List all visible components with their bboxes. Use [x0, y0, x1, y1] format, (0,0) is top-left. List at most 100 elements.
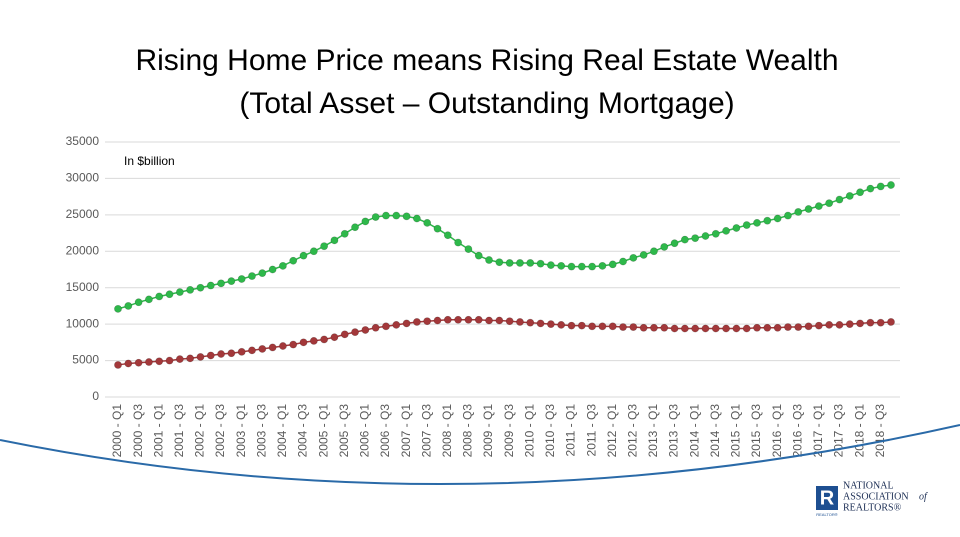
data-point	[175, 288, 184, 296]
data-point	[433, 316, 442, 325]
data-point	[186, 285, 195, 294]
data-point	[258, 269, 267, 278]
x-tick-label: 2001 - Q3	[172, 404, 186, 458]
data-point	[464, 315, 473, 324]
data-point	[608, 322, 617, 331]
data-point	[351, 223, 359, 232]
data-point	[423, 218, 432, 227]
data-point	[371, 213, 380, 221]
x-tick-label: 2003 - Q1	[234, 404, 248, 458]
data-point	[330, 333, 339, 342]
data-point	[217, 350, 225, 358]
data-point	[433, 224, 442, 233]
plot: 0 5000 10000 15000 20000 25000 30000 35000 2000 …	[66, 134, 900, 457]
data-point	[145, 358, 153, 366]
data-point	[825, 320, 834, 329]
x-tick-label: 2000 - Q1	[110, 404, 124, 458]
data-point	[237, 347, 246, 356]
data-point	[753, 323, 761, 332]
data-point	[443, 231, 452, 240]
data-point	[392, 211, 401, 220]
data-point	[784, 211, 792, 220]
x-tick-label: 2015 - Q1	[729, 404, 743, 458]
y-tick-label: 0	[92, 389, 99, 403]
x-tick-label: 2013 - Q1	[646, 404, 660, 458]
logo-line: REALTORS®	[843, 502, 902, 513]
data-point	[227, 277, 236, 286]
x-tick-label: 2005 - Q1	[316, 404, 330, 458]
data-point	[794, 208, 803, 216]
data-point	[845, 320, 854, 329]
logo-line: of	[919, 491, 928, 502]
data-point	[268, 343, 277, 352]
data-point	[835, 195, 844, 204]
data-point	[495, 258, 504, 267]
data-point	[495, 316, 504, 325]
x-tick-label: 2003 - Q3	[254, 404, 268, 458]
x-tick-label: 2011 - Q3	[584, 404, 598, 457]
data-point	[351, 328, 359, 337]
x-tick-label: 2013 - Q3	[667, 404, 681, 458]
x-tick-label: 2009 - Q1	[481, 404, 495, 458]
data-point	[629, 323, 638, 331]
data-point	[557, 320, 566, 329]
data-point	[845, 192, 854, 200]
y-tick-label: 30000	[66, 171, 100, 185]
data-point	[670, 324, 679, 333]
data-point	[876, 318, 885, 327]
data-point	[650, 323, 658, 332]
data-point	[763, 216, 772, 225]
data-point	[237, 275, 246, 283]
data-point	[701, 232, 710, 240]
data-point	[196, 353, 205, 361]
x-tick-label: 2016 - Q3	[790, 404, 804, 458]
data-point	[412, 214, 421, 223]
chart-title: Rising Home Price means Rising Real Esta…	[135, 44, 838, 77]
data-point	[567, 262, 576, 271]
x-tick-label: 2006 - Q1	[358, 404, 372, 458]
data-point	[577, 262, 586, 271]
data-point	[361, 217, 370, 226]
data-point	[536, 259, 545, 268]
logo-mark	[816, 486, 838, 510]
data-point	[670, 239, 679, 248]
data-point	[412, 318, 421, 326]
x-tick-label: 2000 - Q3	[131, 404, 145, 458]
data-point	[588, 322, 597, 331]
data-point	[485, 256, 493, 264]
data-point	[753, 218, 761, 227]
unit-annotation: In $billion	[124, 154, 175, 168]
data-point	[639, 251, 648, 259]
data-point	[114, 304, 122, 313]
data-point	[196, 283, 205, 292]
data-point	[784, 323, 792, 331]
data-point	[691, 324, 700, 333]
data-point	[124, 359, 133, 368]
data-point	[680, 324, 689, 333]
series-line	[117, 319, 892, 366]
logo: R REALTOR® NATIONAL ASSOCIATION of REALT…	[816, 480, 928, 517]
y-tick-label: 15000	[66, 280, 100, 294]
data-point	[114, 361, 122, 369]
data-point	[279, 261, 287, 270]
data-point	[443, 315, 452, 324]
logo-r: R	[820, 487, 835, 509]
x-tick-label: 2009 - Q3	[502, 404, 516, 458]
data-point	[856, 319, 864, 328]
data-point	[732, 324, 741, 333]
data-point	[330, 236, 339, 245]
x-tick-label: 2007 - Q3	[419, 404, 433, 458]
data-point	[320, 242, 329, 251]
data-point	[454, 238, 463, 247]
x-tick-label: 2006 - Q3	[378, 404, 392, 458]
y-tick-label: 25000	[66, 207, 100, 221]
x-tick-label: 2007 - Q1	[399, 404, 413, 458]
data-point	[340, 229, 349, 238]
x-tick-label: 2014 - Q1	[687, 404, 701, 458]
data-point	[814, 321, 823, 330]
decor-arc	[0, 424, 960, 486]
x-tick-label: 2015 - Q3	[749, 404, 763, 458]
data-point	[608, 260, 617, 269]
data-point	[474, 251, 483, 260]
data-point	[516, 259, 524, 267]
